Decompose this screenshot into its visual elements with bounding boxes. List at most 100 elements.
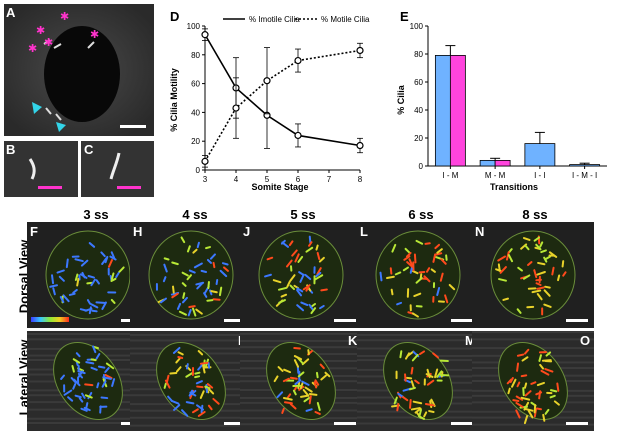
- cilium-trace: [316, 251, 321, 260]
- transitions-bar-chart: % Cilia Transitions 0 20 40 60 80 100 I - M M -…: [396, 22, 607, 192]
- cilium-trace: [507, 254, 514, 263]
- chart-d-ytick-label: 60: [191, 80, 200, 89]
- cilium-trace: [436, 286, 441, 296]
- cilium-trace: [434, 368, 439, 379]
- cilium-trace: [282, 397, 293, 401]
- cilium-trace: [544, 368, 554, 373]
- cilium-trace: [208, 388, 215, 395]
- cilium-trace: [418, 350, 426, 356]
- cilium-trace: [118, 266, 125, 274]
- tissue-band: [472, 338, 594, 341]
- cilium-trace: [406, 376, 413, 380]
- cilium-trace: [436, 370, 443, 378]
- cilium-trace: [67, 396, 74, 402]
- cilium-trace: [301, 380, 310, 386]
- micrograph-panel-i: [130, 331, 252, 431]
- cilium-trace: [104, 367, 110, 374]
- cilium-trace: [172, 346, 181, 354]
- cilium-trace: [389, 267, 393, 275]
- micrograph-a-drawing: ✱ ✱ ✱ ✱ ✱: [4, 4, 154, 136]
- scale-bar-c: [117, 186, 141, 189]
- cilium-trace: [296, 289, 303, 297]
- cilium-trace: [512, 399, 520, 402]
- panel-label-b: B: [6, 142, 16, 157]
- cilium-trace: [283, 401, 293, 405]
- scale-bar: [224, 422, 246, 425]
- cilium-trace: [273, 375, 279, 383]
- panel-label-o: O: [580, 333, 591, 348]
- cilium-trace: [289, 403, 297, 410]
- cilium-trace: [417, 415, 426, 420]
- panel-label-a: A: [6, 5, 16, 20]
- cilium-trace: [90, 358, 97, 362]
- cilium-trace: [324, 371, 331, 378]
- cilium-trace: [86, 299, 91, 305]
- chart-d-ytick-label: 100: [187, 22, 201, 31]
- micrograph-panel-g: [27, 331, 149, 431]
- cilium-trace: [520, 396, 531, 401]
- legend-label-imotile: % Imotile Cilia: [249, 15, 300, 24]
- chart-e-xlabel: Transitions: [490, 182, 538, 192]
- cilium-trace: [535, 282, 542, 286]
- cilium-trace: [523, 415, 529, 425]
- cilium-trace: [524, 390, 532, 397]
- cilium-trace: [80, 259, 89, 267]
- cilium-trace: [425, 267, 431, 273]
- panel-label-k: K: [348, 333, 358, 348]
- cilium-trace: [76, 277, 80, 287]
- cilium-trace: [170, 399, 180, 405]
- micrograph-panel-a: ✱ ✱ ✱ ✱ ✱: [4, 4, 154, 136]
- cilium-trace: [101, 380, 107, 388]
- cilium-trace: [84, 383, 94, 387]
- cilium-trace: [543, 289, 551, 297]
- cilium-trace: [305, 408, 313, 412]
- cilium-trace: [286, 280, 291, 288]
- cilium-trace: [56, 269, 65, 274]
- cilium-trace: [104, 373, 113, 380]
- tissue-band: [27, 422, 149, 425]
- tile-drawing: [258, 230, 356, 322]
- cilium-trace: [539, 241, 544, 248]
- cilium-trace: [424, 403, 435, 407]
- cilium-trace: [412, 400, 423, 405]
- cilium-trace: [92, 345, 97, 354]
- cilium-trace: [264, 273, 272, 278]
- cilium-trace: [90, 278, 96, 287]
- cilium-trace: [58, 275, 65, 282]
- cilium-trace: [212, 298, 221, 301]
- cilium-trace: [511, 378, 517, 388]
- cilium-trace: [553, 400, 560, 406]
- cilium-trace: [536, 381, 545, 387]
- cilium-trace: [207, 362, 211, 369]
- cilium-trace: [308, 395, 312, 405]
- cilium-trace: [497, 255, 507, 262]
- cilium-trace: [72, 383, 77, 390]
- cilium-trace: [206, 299, 214, 302]
- cilium-trace: [75, 352, 81, 358]
- micrograph-panel-c: [81, 141, 154, 197]
- tissue-band: [472, 423, 594, 426]
- chart-e-ytick-label: 60: [414, 78, 423, 87]
- panel-label-n: N: [475, 224, 485, 239]
- cilium-trace: [181, 296, 188, 304]
- cilium-trace: [294, 253, 300, 263]
- cilium-trace: [100, 251, 106, 258]
- cyan-arrowhead-2: [56, 122, 66, 132]
- cilium-trace: [499, 266, 507, 274]
- cilium-trace: [299, 394, 309, 398]
- cilium-trace: [182, 292, 186, 299]
- cilium-trace: [280, 239, 286, 245]
- cilium-trace: [307, 349, 310, 356]
- cilium-trace: [391, 243, 397, 253]
- cilium-trace: [413, 253, 417, 264]
- chart-d-xtick-label: 8: [358, 175, 363, 184]
- cilium-trace: [561, 260, 565, 268]
- cilium-trace: [535, 243, 542, 251]
- cilium-trace: [557, 274, 561, 282]
- cilium-trace: [221, 262, 229, 266]
- cilium-trace: [173, 404, 181, 411]
- cilium-trace: [215, 279, 219, 286]
- data-point-motile: [356, 46, 364, 55]
- cilium-trace: [540, 369, 550, 376]
- cilium-trace: [409, 398, 412, 409]
